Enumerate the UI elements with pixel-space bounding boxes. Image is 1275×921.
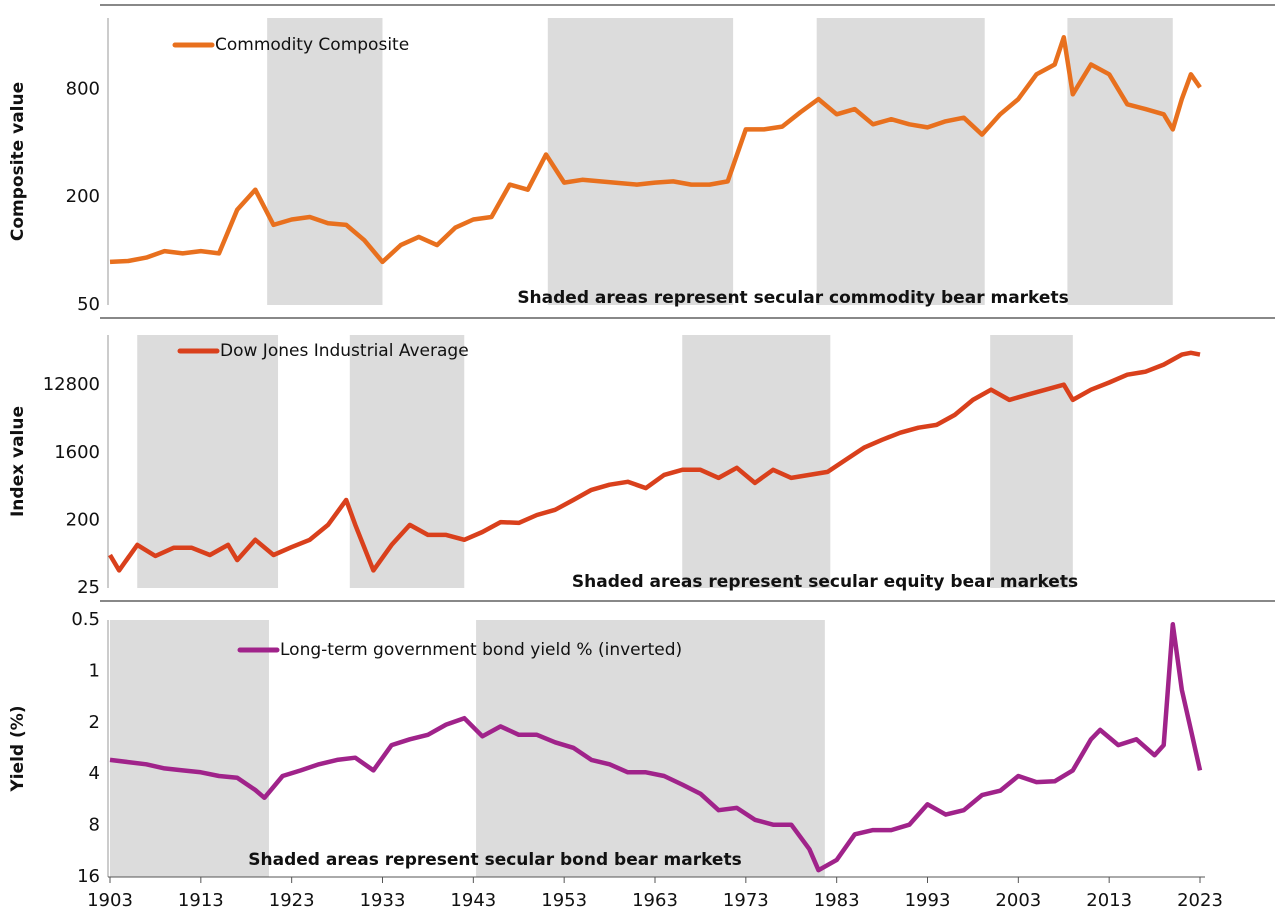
annotation: Shaded areas represent secular equity be… (572, 572, 1078, 592)
data-line (108, 350, 1201, 573)
data-line (109, 35, 1202, 265)
x-tick-label: 1983 (814, 890, 860, 911)
y-tick-label: 50 (77, 294, 100, 315)
y-tick-label: 200 (66, 509, 100, 530)
y-tick-label: 12800 (43, 374, 100, 395)
shaded-region (137, 335, 279, 588)
x-tick-label: 2023 (1177, 890, 1223, 911)
shaded-region (476, 620, 825, 877)
annotation: Shaded areas represent secular bond bear… (248, 850, 741, 870)
y-tick-label: 0.5 (71, 609, 100, 630)
shaded-region (547, 18, 734, 305)
shaded-region (110, 620, 269, 877)
x-tick-label: 1923 (269, 890, 315, 911)
x-tick-label: 1903 (87, 890, 133, 911)
data-line (109, 622, 1203, 873)
x-tick-label: 1913 (178, 890, 224, 911)
legend-label: Long-term government bond yield % (inver… (280, 640, 682, 660)
x-tick-label: 1993 (905, 890, 951, 911)
y-axis-label: Yield (%) (8, 705, 28, 792)
y-tick-label: 8 (89, 815, 100, 836)
x-tick-label: 2013 (1086, 890, 1132, 911)
x-tick-label: 1953 (541, 890, 587, 911)
shaded-region (349, 335, 465, 588)
y-axis-label: Index value (8, 406, 28, 517)
x-tick-label: 1943 (450, 890, 496, 911)
legend-label: Dow Jones Industrial Average (220, 341, 469, 361)
shaded-region (816, 18, 985, 305)
shaded-region (267, 18, 383, 305)
y-axis-label: Composite value (8, 82, 28, 241)
y-tick-label: 4 (89, 763, 100, 784)
shaded-region (990, 335, 1073, 588)
x-tick-label: 2003 (995, 890, 1041, 911)
y-tick-label: 16 (77, 866, 100, 887)
x-tick-label: 1973 (723, 890, 769, 911)
x-tick-label: 1963 (632, 890, 678, 911)
y-tick-label: 25 (77, 577, 100, 598)
y-tick-label: 2 (89, 712, 100, 733)
y-tick-label: 1600 (54, 442, 100, 463)
shaded-region (1067, 18, 1173, 305)
shaded-region (682, 335, 831, 588)
legend-label: Commodity Composite (215, 35, 409, 55)
y-tick-label: 800 (66, 78, 100, 99)
y-tick-label: 200 (66, 186, 100, 207)
y-tick-label: 1 (89, 660, 100, 681)
annotation: Shaded areas represent secular commodity… (517, 288, 1068, 308)
x-tick-label: 1933 (360, 890, 406, 911)
